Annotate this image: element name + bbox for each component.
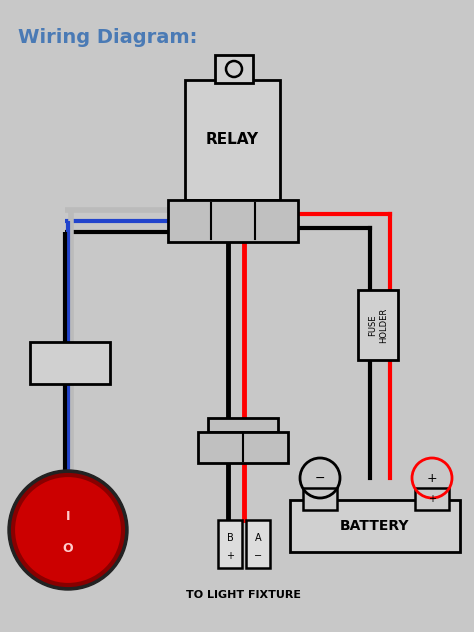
Text: +: + xyxy=(427,471,438,485)
FancyBboxPatch shape xyxy=(358,290,398,360)
FancyBboxPatch shape xyxy=(208,418,278,432)
Text: FUSE
HOLDER: FUSE HOLDER xyxy=(368,307,388,343)
Text: +: + xyxy=(428,494,436,504)
Text: +: + xyxy=(226,551,234,561)
Text: A: A xyxy=(255,533,261,544)
FancyBboxPatch shape xyxy=(198,432,288,463)
FancyBboxPatch shape xyxy=(185,80,280,200)
FancyBboxPatch shape xyxy=(246,520,270,568)
Circle shape xyxy=(8,470,128,590)
Text: Wiring Diagram:: Wiring Diagram: xyxy=(18,28,197,47)
Text: RELAY: RELAY xyxy=(206,133,259,147)
FancyBboxPatch shape xyxy=(290,500,460,552)
Text: B: B xyxy=(227,533,233,544)
FancyBboxPatch shape xyxy=(30,342,110,384)
FancyBboxPatch shape xyxy=(218,520,242,568)
FancyBboxPatch shape xyxy=(215,55,253,83)
Text: I: I xyxy=(66,509,70,523)
Circle shape xyxy=(13,475,123,585)
FancyBboxPatch shape xyxy=(168,200,298,242)
Text: −: − xyxy=(315,471,325,485)
Text: −: − xyxy=(316,494,324,504)
FancyBboxPatch shape xyxy=(415,488,449,510)
Text: BATTERY: BATTERY xyxy=(340,519,410,533)
Text: O: O xyxy=(63,542,73,554)
Text: TO LIGHT FIXTURE: TO LIGHT FIXTURE xyxy=(186,590,301,600)
FancyBboxPatch shape xyxy=(303,488,337,510)
Text: −: − xyxy=(254,551,262,561)
